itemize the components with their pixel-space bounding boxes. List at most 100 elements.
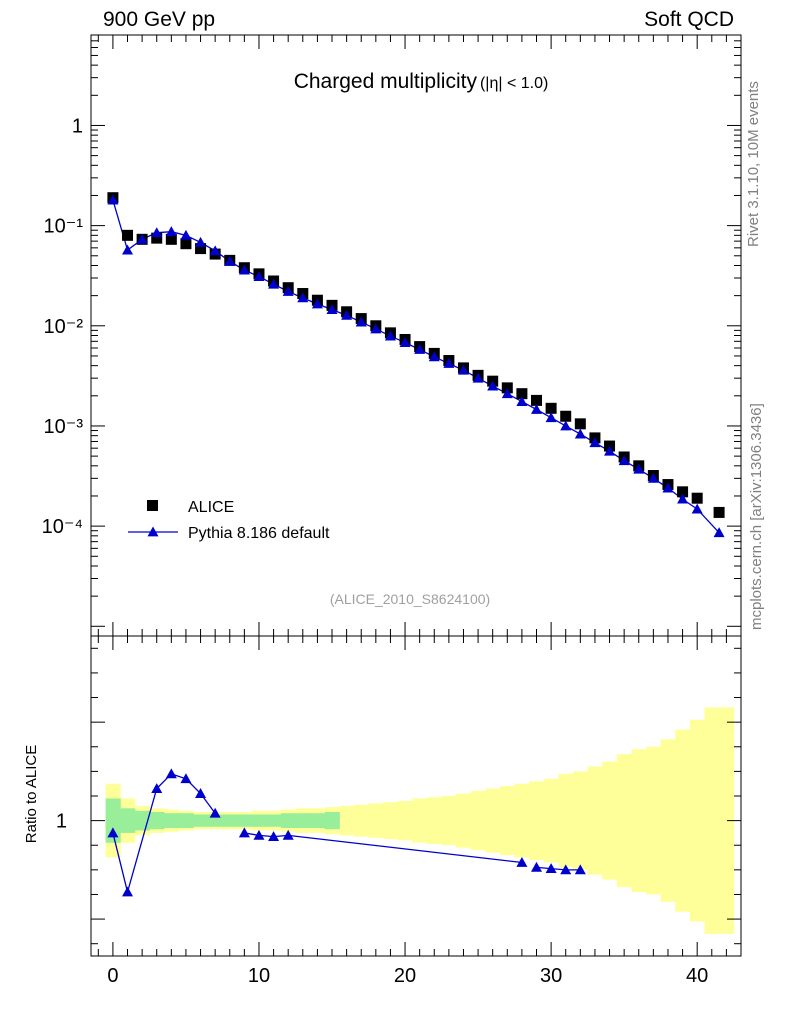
ratio-green-band [237, 814, 253, 827]
pythia-data-point [414, 343, 426, 354]
chart-title-main: Charged multiplicity [294, 70, 478, 93]
pythia-data-point [662, 482, 674, 493]
ratio-yellow-band [470, 791, 486, 851]
ratio-yellow-band [397, 800, 413, 841]
alice-data-point [151, 232, 163, 244]
ratio-yellow-band [558, 773, 574, 868]
pythia-data-point [180, 229, 192, 240]
alice-data-point [713, 506, 725, 518]
ratio-pythia-point [122, 886, 134, 897]
pythia-data-point [574, 428, 586, 439]
ratio-pythia-point [268, 831, 280, 842]
ratio-green-band [266, 814, 282, 827]
alice-data-point [545, 402, 557, 414]
ratio-yellow-band [412, 798, 428, 843]
ratio-yellow-band [689, 719, 705, 922]
pythia-data-point [311, 298, 323, 309]
alice-data-point [691, 492, 703, 504]
ratio-pythia-point [531, 861, 543, 872]
pythia-data-point [647, 472, 659, 483]
alice-data-point [560, 410, 572, 422]
pythia-data-point [268, 278, 280, 289]
ratio-yellow-band [339, 805, 355, 836]
ratio-green-band [178, 813, 194, 828]
ratio-yellow-band [426, 797, 443, 844]
pythia-data-point [516, 396, 528, 407]
legend-pythia-label: Pythia 8.186 default [188, 525, 330, 542]
legend-alice-label: ALICE [188, 499, 234, 516]
pythia-data-point [238, 264, 250, 275]
ratio-yellow-band [441, 796, 457, 846]
ratio-green-band [295, 813, 311, 828]
main-y-tick-label: 10⁻² [44, 316, 84, 338]
pythia-data-point [457, 364, 469, 375]
pythia-data-point [713, 527, 725, 538]
pythia-data-point [370, 323, 382, 334]
legend-pythia-marker [147, 526, 159, 537]
analysis-tag: (ALICE_2010_S8624100) [330, 591, 490, 607]
ratio-yellow-band [383, 802, 399, 840]
alice-data-point [180, 238, 192, 250]
pythia-data-point [472, 372, 484, 383]
ratio-pythia-point [180, 773, 192, 784]
ratio-pythia-point [560, 864, 572, 875]
pythia-data-point [326, 304, 338, 315]
pythia-data-point [195, 236, 207, 247]
pythia-data-point [297, 292, 309, 303]
pythia-data-point [151, 227, 163, 238]
pythia-data-point [501, 388, 513, 399]
alice-data-point [516, 388, 528, 400]
ratio-green-band [280, 813, 296, 828]
ratio-y-tick-label: 1 [56, 811, 67, 833]
ratio-yellow-band [587, 766, 603, 875]
main-y-tick-label: 10⁻¹ [44, 216, 84, 238]
main-plot-frame [90, 34, 742, 637]
pythia-data-point [633, 463, 645, 474]
pythia-data-point [691, 503, 703, 514]
pythia-data-point [399, 337, 411, 347]
alice-data-point [677, 486, 689, 498]
pythia-data-point [341, 309, 353, 320]
legend-alice-marker [147, 500, 158, 511]
ratio-green-band [193, 814, 209, 827]
ratio-yellow-band [675, 729, 691, 912]
ratio-pythia-point [253, 829, 265, 840]
ratio-green-band [222, 814, 238, 827]
pythia-data-point [282, 285, 294, 296]
pythia-data-point [224, 255, 236, 266]
ratio-yellow-band [514, 783, 530, 858]
ratio-pythia-point [282, 829, 294, 840]
ratio-yellow-band [529, 781, 545, 860]
header-left-label: 900 GeV pp [103, 8, 216, 31]
main-y-tick-label: 10⁻³ [44, 416, 84, 438]
ratio-green-band [164, 813, 180, 828]
ratio-green-band [149, 812, 165, 830]
ratio-pythia-point [107, 827, 119, 838]
ratio-yellow-band [543, 778, 559, 863]
ratio-y-axis-label: Ratio to ALICE [23, 745, 40, 843]
alice-data-point [574, 418, 586, 430]
alice-data-point [122, 229, 134, 241]
pythia-data-point [560, 420, 572, 431]
ratio-pythia-line [536, 866, 581, 871]
alice-data-point [165, 233, 177, 245]
pythia-data-point [531, 403, 543, 414]
ratio-green-band [251, 814, 267, 827]
alice-data-point [531, 394, 543, 406]
header-right-label: Soft QCD [644, 8, 734, 31]
ratio-x-tick-label: 40 [686, 965, 708, 987]
ratio-x-tick-label: 20 [394, 965, 416, 987]
ratio-yellow-band [353, 804, 370, 837]
pythia-data-point [136, 233, 148, 244]
alice-data-point [501, 382, 513, 394]
ratio-green-band [120, 808, 136, 833]
ratio-pythia-point [209, 807, 221, 818]
ratio-yellow-band [660, 739, 676, 902]
main-y-tick-label: 10⁻⁴ [42, 516, 83, 538]
ratio-x-tick-label: 0 [107, 965, 118, 987]
pythia-data-point [122, 244, 134, 255]
ratio-pythia-point [151, 783, 163, 794]
chart-title: Charged multiplicity (|η| < 1.0) [294, 70, 549, 93]
pythia-data-point [604, 445, 616, 456]
ratio-yellow-band [368, 803, 384, 838]
